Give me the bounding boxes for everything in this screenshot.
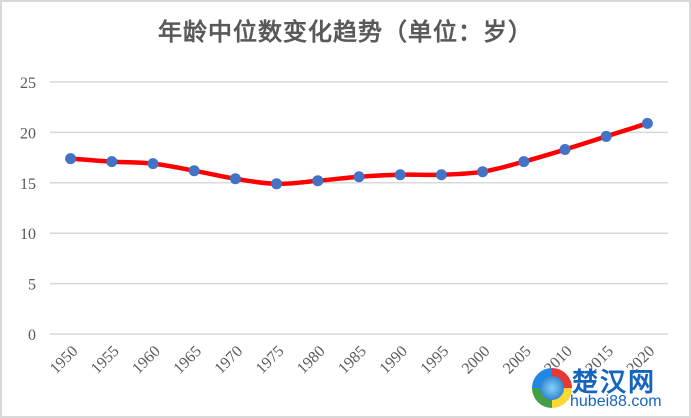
data-point-marker [641, 117, 653, 129]
y-tick-label: 10 [20, 226, 36, 243]
x-tick-label: 2000 [459, 343, 494, 378]
data-point-marker [229, 173, 241, 185]
chart-title: 年龄中位数变化趋势（单位：岁） [158, 17, 533, 46]
data-point-marker [188, 165, 200, 177]
x-tick-label: 1990 [376, 343, 411, 378]
data-point-marker [312, 175, 324, 187]
x-tick-label: 1985 [335, 343, 370, 378]
data-point-marker [477, 166, 489, 178]
data-point-marker [106, 156, 118, 168]
data-markers [65, 117, 653, 190]
x-tick-label: 1960 [129, 343, 164, 378]
y-tick-label: 15 [20, 176, 36, 193]
x-tick-label: 1970 [212, 343, 247, 378]
data-point-marker [518, 156, 530, 168]
data-point-marker [271, 178, 283, 190]
gridlines [50, 81, 668, 335]
watermark-name: 楚汉网 [572, 368, 657, 398]
globe-logo-icon [532, 368, 572, 408]
x-tick-label: 1995 [418, 343, 453, 378]
y-tick-label: 5 [28, 277, 36, 294]
data-point-marker [353, 171, 365, 183]
watermark-url: hubei88.com [570, 393, 662, 410]
x-tick-label: 1950 [47, 343, 82, 378]
x-tick-label: 1980 [294, 343, 329, 378]
data-point-marker [65, 153, 77, 165]
data-point-marker [147, 158, 159, 170]
data-point-marker [559, 144, 571, 156]
watermark: 楚汉网 hubei88.com [532, 362, 688, 414]
y-axis-ticks: 0 5 10 15 20 25 [20, 75, 36, 344]
data-point-marker [600, 130, 612, 142]
x-tick-label: 1955 [88, 343, 123, 378]
x-tick-label: 1975 [253, 343, 288, 378]
y-tick-label: 0 [28, 327, 36, 344]
y-tick-label: 25 [20, 75, 36, 92]
x-tick-label: 1965 [170, 343, 205, 378]
data-point-marker [394, 169, 406, 181]
data-point-marker [435, 169, 447, 181]
y-tick-label: 20 [20, 125, 36, 142]
x-tick-label: 2005 [500, 343, 535, 378]
